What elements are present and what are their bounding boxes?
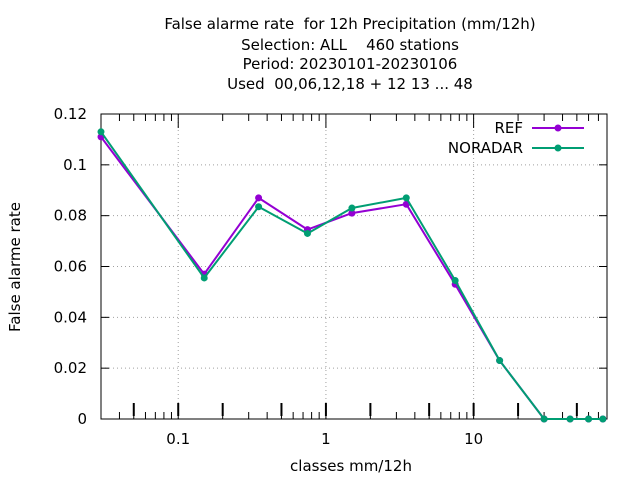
x-tick-label: 10 <box>464 430 483 448</box>
y-tick-label: 0 <box>77 410 87 428</box>
legend-swatch-marker <box>554 124 562 132</box>
legend-swatch-marker <box>554 144 562 152</box>
series-ref <box>97 133 607 423</box>
data-point <box>97 128 105 136</box>
series-line <box>100 136 603 420</box>
data-point <box>255 203 263 211</box>
x-tick-label: 0.1 <box>166 430 190 448</box>
legend: REF NORADAR <box>448 119 584 157</box>
y-tick-label: 0.1 <box>63 156 87 174</box>
chart-title-line-3: Period: 20230101-20230106 <box>242 55 458 73</box>
y-tick-label: 0.08 <box>54 207 87 225</box>
x-axis-label: classes mm/12h <box>290 457 412 475</box>
data-point <box>540 415 548 423</box>
legend-label: REF <box>494 119 523 137</box>
data-point <box>451 276 459 284</box>
x-tick-label: 1 <box>321 430 331 448</box>
data-point <box>255 194 263 202</box>
chart-title-line-4: Used 00,06,12,18 + 12 13 ... 48 <box>227 75 473 93</box>
y-axis-label: False alarme rate <box>6 202 24 332</box>
y-tick-label: 0.12 <box>54 105 87 123</box>
series-line <box>100 131 603 420</box>
chart-title-line-1: False alarme rate for 12h Precipitation … <box>164 15 536 33</box>
series <box>97 128 607 423</box>
chart-title-line-2: Selection: ALL 460 stations <box>241 36 459 54</box>
axes: 0 0.02 0.04 0.06 0.08 0.1 0.12 0.1 1 10 <box>54 105 607 448</box>
data-point <box>303 229 311 237</box>
legend-label: NORADAR <box>448 139 523 157</box>
data-point <box>348 204 356 212</box>
data-point <box>200 274 208 282</box>
data-point <box>402 194 410 202</box>
grid <box>101 114 607 419</box>
data-point <box>496 357 504 365</box>
data-point <box>566 415 574 423</box>
y-tick-label: 0.06 <box>54 258 87 276</box>
data-point <box>585 415 593 423</box>
series-noradar <box>97 128 607 423</box>
y-tick-label: 0.04 <box>54 308 87 326</box>
data-point <box>599 415 607 423</box>
data-point <box>348 209 356 217</box>
y-tick-label: 0.02 <box>54 359 87 377</box>
